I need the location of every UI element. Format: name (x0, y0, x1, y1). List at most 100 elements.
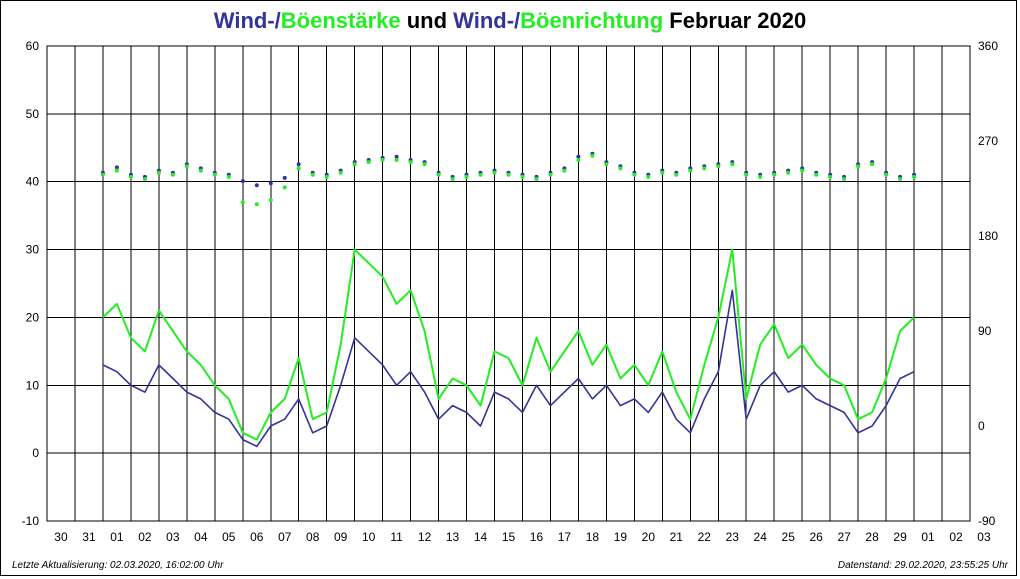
wind-direction-point (114, 165, 119, 170)
y-right-tick-label: -90 (978, 514, 996, 528)
y-right-tick-label: 270 (978, 134, 998, 148)
x-tick-label: 10 (362, 530, 376, 544)
chart-title: Wind-/Böenstärke und Wind-/Böenrichtung … (0, 8, 1020, 34)
gust-direction-point (380, 158, 385, 162)
gust-direction-point (156, 170, 161, 175)
wind-direction-point (268, 181, 273, 186)
gust-direction-point (184, 164, 189, 169)
x-tick-label: 18 (586, 530, 600, 544)
plot-border (46, 45, 971, 522)
gust-direction-point (366, 160, 371, 165)
gust-direction-point (254, 202, 259, 207)
wind-direction-point (254, 183, 259, 188)
y-left-tick-label: 60 (26, 39, 40, 53)
gust-direction-point (338, 170, 343, 175)
gust-direction-point (240, 200, 245, 205)
x-tick-label: 05 (222, 530, 236, 544)
x-tick-label: 25 (782, 530, 796, 544)
wind-direction-point (240, 179, 245, 184)
gust-direction-point (730, 162, 735, 167)
x-tick-label: 14 (474, 530, 488, 544)
x-tick-label: 28 (865, 530, 879, 544)
y-right-tick-label: 180 (978, 229, 998, 243)
gust-direction-point (576, 158, 581, 162)
x-tick-label: 16 (530, 530, 544, 544)
gust-direction-point (562, 168, 567, 173)
x-tick-label: 04 (194, 530, 208, 544)
y-right-tick-label: 90 (978, 324, 992, 338)
gust-direction-point (716, 164, 721, 169)
x-tick-label: 31 (82, 530, 96, 544)
gust-direction-point (436, 172, 441, 177)
gust-direction-point (450, 177, 455, 181)
gust-speed-line (102, 248, 915, 441)
x-tick-label: 02 (949, 530, 963, 544)
gust-direction-point (590, 153, 595, 158)
gust-direction-point (492, 170, 497, 175)
gust-direction-point (898, 177, 903, 181)
gust-direction-point (646, 174, 651, 179)
title-part-and: und (400, 8, 454, 33)
gust-direction-point (604, 162, 609, 167)
x-tick-label: 23 (726, 530, 740, 544)
x-tick-label: 20 (642, 530, 656, 544)
x-tick-label: 02 (138, 530, 152, 544)
gust-direction-point (100, 172, 105, 177)
gust-direction-point (884, 172, 889, 177)
x-tick-label: 29 (893, 530, 907, 544)
y-left-tick-label: 40 (26, 175, 40, 189)
x-tick-label: 12 (418, 530, 432, 544)
x-tick-label: 26 (809, 530, 823, 544)
title-part-wind-2: Wind-/ (453, 8, 521, 33)
gust-direction-point (198, 168, 203, 173)
title-part-month: Februar 2020 (663, 8, 807, 33)
gust-direction-point (520, 174, 525, 179)
x-tick-label: 09 (334, 530, 348, 544)
gust-direction-point (408, 160, 413, 165)
gust-direction-point (828, 174, 833, 179)
title-part-gust-strength: Böenstärke (280, 8, 401, 33)
gust-direction-point (660, 170, 665, 175)
y-left-tick-label: 20 (26, 310, 40, 324)
gust-direction-point (394, 158, 399, 162)
x-tick-label: 30 (54, 530, 68, 544)
gust-direction-point (772, 172, 777, 177)
gust-direction-point (786, 170, 791, 175)
wind-direction-point (296, 162, 301, 167)
gust-direction-point (128, 174, 133, 179)
gust-direction-point (114, 168, 119, 173)
gust-direction-point (702, 166, 707, 171)
footer-last-update: Letzte Aktualisierung: 02.03.2020, 16:02… (12, 560, 224, 571)
gust-direction-point (268, 198, 273, 203)
y-left-tick-label: 0 (32, 446, 39, 460)
gust-direction-point (744, 172, 749, 177)
x-tick-label: 06 (250, 530, 264, 544)
wind-direction-point (282, 175, 287, 180)
gust-direction-point (464, 174, 469, 179)
gust-direction-point (814, 172, 819, 177)
x-tick-label: 27 (837, 530, 851, 544)
gust-direction-point (422, 162, 427, 167)
x-tick-label: 01 (921, 530, 935, 544)
x-tick-label: 03 (166, 530, 180, 544)
gust-direction-point (170, 172, 175, 177)
x-tick-label: 19 (614, 530, 628, 544)
gust-direction-point (478, 172, 483, 177)
y-right-tick-label: 0 (978, 419, 985, 433)
wind-direction-point (394, 154, 399, 159)
title-part-wind: Wind-/ (213, 8, 281, 33)
gust-direction-point (296, 166, 301, 171)
gust-direction-point (674, 172, 679, 177)
title-part-gust-direction: Böenrichtung (520, 8, 664, 33)
x-tick-label: 08 (306, 530, 320, 544)
gust-direction-point (800, 168, 805, 173)
x-tick-label: 21 (670, 530, 684, 544)
x-tick-label: 15 (502, 530, 516, 544)
gust-direction-point (142, 177, 147, 181)
gust-direction-point (912, 174, 917, 179)
wind-speed-line (102, 289, 915, 448)
y-left-tick-label: -10 (22, 514, 40, 528)
x-tick-label: 24 (754, 530, 768, 544)
